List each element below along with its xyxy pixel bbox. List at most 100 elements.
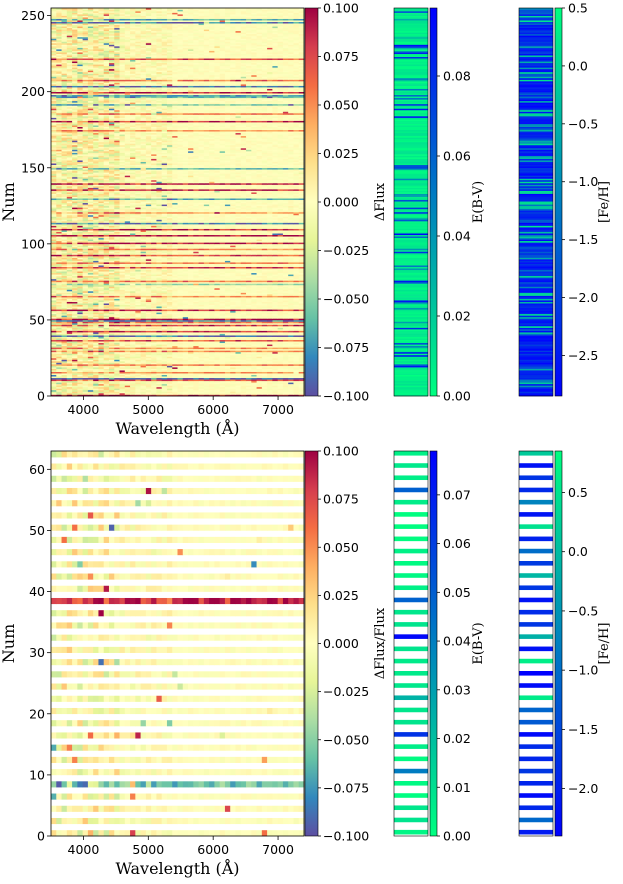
heatmap-cell <box>166 382 173 385</box>
heatmap-cell <box>87 368 94 371</box>
heatmap-cell <box>235 374 242 377</box>
heatmap-cell <box>140 382 147 385</box>
heatmap-cell <box>140 367 147 369</box>
heatmap-cell <box>288 373 294 375</box>
heatmap-cell <box>288 391 294 394</box>
heatmap-cell <box>188 370 194 372</box>
heatmap-cell <box>240 370 247 372</box>
heatmap-cell <box>277 370 284 372</box>
heatmap-cell <box>135 368 142 371</box>
heatmap-cell <box>156 385 163 388</box>
heatmap-cell <box>77 374 84 377</box>
heatmap-cell <box>282 376 289 379</box>
heatmap-cell <box>151 374 157 377</box>
heatmap-cell <box>56 380 62 383</box>
heatmap-cell <box>198 386 205 389</box>
heatmap-cell <box>177 370 184 372</box>
heatmap-cell <box>219 379 226 382</box>
heatmap-cell <box>251 391 257 394</box>
heatmap-cell <box>93 383 99 386</box>
heatmap-cell <box>82 374 89 377</box>
heatmap-cell <box>51 380 57 383</box>
heatmap-cell <box>177 382 184 385</box>
heatmap-cell <box>51 391 57 394</box>
heatmap-cell <box>198 377 205 380</box>
heatmap-cell <box>130 371 136 374</box>
heatmap-cell <box>130 376 136 379</box>
heatmap-cell <box>298 382 305 385</box>
heatmap-cell <box>51 370 57 372</box>
heatmap-cell <box>267 377 273 380</box>
heatmap-cell <box>272 374 279 377</box>
heatmap-cell <box>251 368 257 371</box>
heatmap-cell <box>87 385 94 388</box>
heatmap-cell <box>251 389 257 392</box>
heatmap-cell <box>124 388 131 391</box>
heatmap-cell <box>272 389 279 392</box>
heatmap-cell <box>151 383 157 386</box>
heatmap-cell <box>98 389 105 392</box>
heatmap-cell <box>277 386 284 389</box>
heatmap-cell <box>66 368 73 371</box>
heatmap-cell <box>193 380 199 383</box>
heatmap-cell <box>61 379 68 382</box>
heatmap-cell <box>82 371 89 374</box>
heatmap-cell <box>145 391 152 394</box>
heatmap-cell <box>293 379 300 382</box>
heatmap-cell <box>219 382 226 385</box>
heatmap-cell <box>161 386 168 389</box>
heatmap-cell <box>166 377 173 380</box>
heatmap-cell <box>103 377 110 380</box>
heatmap-cell <box>82 386 89 389</box>
heatmap-cell <box>61 382 68 385</box>
heatmap-cell <box>103 382 110 385</box>
heatmap-cell <box>172 380 178 383</box>
heatmap-cell <box>151 385 157 388</box>
heatmap-cell <box>298 371 305 374</box>
heatmap-cell <box>77 370 84 372</box>
heatmap-cell <box>140 383 147 386</box>
heatmap-cell <box>282 367 289 369</box>
heatmap-cell <box>224 368 231 371</box>
heatmap-cell <box>177 392 184 395</box>
heatmap-cell <box>93 394 99 397</box>
heatmap-cell <box>272 392 279 395</box>
heatmap-cell <box>66 383 73 386</box>
heatmap-cell <box>66 392 73 395</box>
heatmap-cell <box>172 377 178 380</box>
heatmap-cell <box>98 373 105 375</box>
heatmap-cell <box>203 371 210 374</box>
heatmap-cell <box>98 367 105 369</box>
heatmap-cell <box>93 368 99 371</box>
heatmap-cell <box>214 376 221 379</box>
heatmap-cell <box>198 382 205 385</box>
heatmap-cell <box>224 376 231 379</box>
heatmap-cell <box>108 383 115 386</box>
heatmap-cell <box>214 394 221 397</box>
heatmap-cell <box>182 371 189 374</box>
heatmap-cell <box>198 385 205 388</box>
heatmap-cell <box>135 373 142 375</box>
heatmap-cell <box>114 382 120 385</box>
heatmap-cell <box>256 371 263 374</box>
heatmap-cell <box>135 370 142 372</box>
heatmap-cell <box>235 370 242 372</box>
heatmap-cell <box>103 392 110 395</box>
heatmap-cell <box>219 392 226 395</box>
heatmap-cell <box>51 376 57 379</box>
heatmap-cell <box>193 371 199 374</box>
heatmap-cell <box>219 394 226 397</box>
heatmap-cell <box>261 380 268 383</box>
heatmap-cell <box>209 376 215 379</box>
heatmap-cell <box>51 373 57 375</box>
heatmap-cell <box>98 374 105 377</box>
heatmap-cell <box>214 391 221 394</box>
heatmap-cell <box>145 371 152 374</box>
heatmap-cell <box>256 382 263 385</box>
chart-panel-1: 4000 5000 6000 7000050100150200250Wavelengt… <box>0 1 612 439</box>
heatmap-cell <box>246 380 252 383</box>
heatmap-cell <box>272 386 279 389</box>
heatmap-cell <box>261 376 268 379</box>
heatmap-cell <box>288 392 294 395</box>
heatmap-cell <box>72 374 78 377</box>
